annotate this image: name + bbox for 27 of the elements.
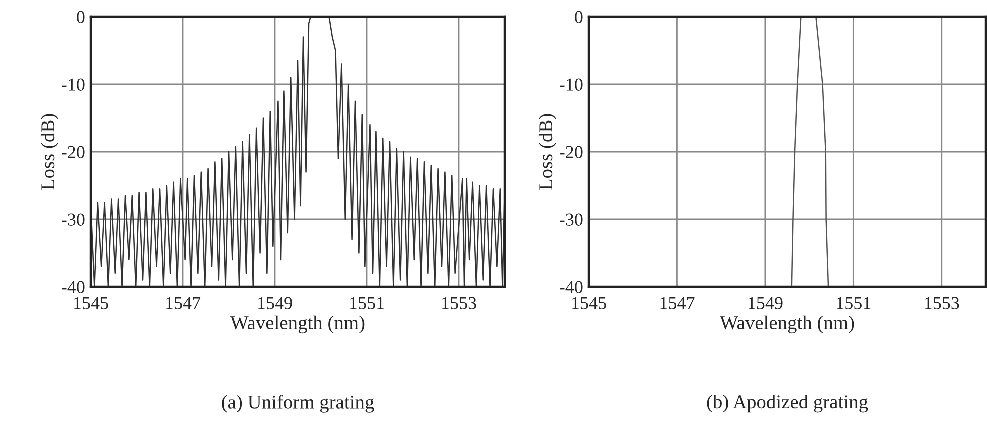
y-tick-label: -40 <box>560 281 583 294</box>
y-tick-label: -40 <box>62 281 85 294</box>
x-tick-label: 1547 <box>166 297 201 310</box>
y-tick-label: -10 <box>560 78 583 91</box>
text: (a) Uniform grating <box>222 395 374 413</box>
x-tick-label: 1547 <box>660 297 695 310</box>
y-tick-label: -20 <box>62 146 85 158</box>
y-tick-label: -30 <box>62 214 85 226</box>
text: (b) Apodized grating <box>707 395 868 413</box>
x-tick-label: 1549 <box>258 297 292 310</box>
line-series <box>791 17 830 287</box>
y-axis-title: Loss (dB) <box>40 114 59 190</box>
y-tick-label: 0 <box>575 11 583 24</box>
y-axis-title: Loss (dB) <box>538 114 557 190</box>
x-tick-label: 1553 <box>925 297 960 310</box>
x-tick-label: 1551 <box>350 297 384 310</box>
y-tick-label: -10 <box>62 78 85 91</box>
x-axis-title: Wavelength (nm) <box>720 316 854 334</box>
x-tick-label: 1553 <box>442 297 476 310</box>
y-tick-label: -20 <box>560 146 583 158</box>
x-tick-label: 1545 <box>572 297 606 310</box>
x-tick-label: 1545 <box>74 297 108 310</box>
x-axis-title: Wavelength (nm) <box>230 316 365 334</box>
x-tick-label: 1549 <box>748 297 783 310</box>
y-tick-label: -30 <box>560 214 583 226</box>
x-tick-label: 1551 <box>837 297 871 310</box>
y-tick-label: 0 <box>77 11 85 24</box>
